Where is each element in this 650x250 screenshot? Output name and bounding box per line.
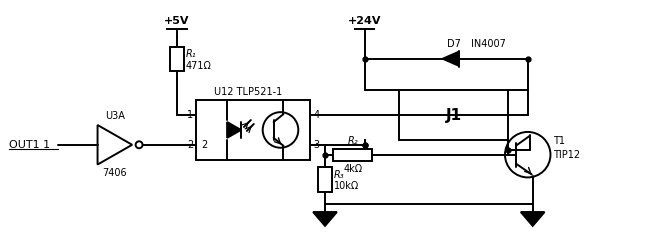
Polygon shape — [443, 52, 458, 66]
Polygon shape — [98, 125, 132, 164]
Bar — [318, 166, 332, 192]
Text: R₁: R₁ — [185, 49, 196, 59]
Polygon shape — [313, 212, 337, 226]
Text: OUT1 1: OUT1 1 — [8, 140, 49, 150]
Text: 4kΩ: 4kΩ — [343, 164, 362, 173]
Polygon shape — [227, 122, 241, 138]
Bar — [399, 90, 508, 140]
Text: TIP12: TIP12 — [553, 150, 580, 160]
Polygon shape — [521, 212, 545, 226]
Text: 1: 1 — [187, 110, 194, 120]
Text: U3A: U3A — [105, 111, 125, 121]
Text: 2: 2 — [187, 140, 194, 150]
Text: 471Ω: 471Ω — [185, 61, 211, 71]
Text: T1: T1 — [553, 136, 566, 146]
Text: J1: J1 — [445, 108, 462, 122]
Bar — [333, 149, 372, 160]
Circle shape — [263, 112, 298, 148]
Bar — [170, 47, 183, 70]
Text: D7: D7 — [447, 39, 460, 49]
Text: 2: 2 — [202, 140, 207, 150]
Text: 3: 3 — [313, 140, 319, 150]
Text: IN4007: IN4007 — [471, 39, 506, 49]
Circle shape — [136, 141, 142, 148]
Text: +24V: +24V — [348, 16, 382, 26]
Text: R₂: R₂ — [347, 136, 358, 146]
Circle shape — [505, 132, 551, 178]
Text: U12 TLP521-1: U12 TLP521-1 — [214, 87, 283, 97]
Bar — [196, 100, 310, 160]
Text: +5V: +5V — [164, 16, 189, 26]
Text: R₃: R₃ — [334, 170, 345, 180]
Text: 7406: 7406 — [103, 168, 127, 177]
Text: 4: 4 — [313, 110, 319, 120]
Text: 10kΩ: 10kΩ — [334, 181, 359, 191]
